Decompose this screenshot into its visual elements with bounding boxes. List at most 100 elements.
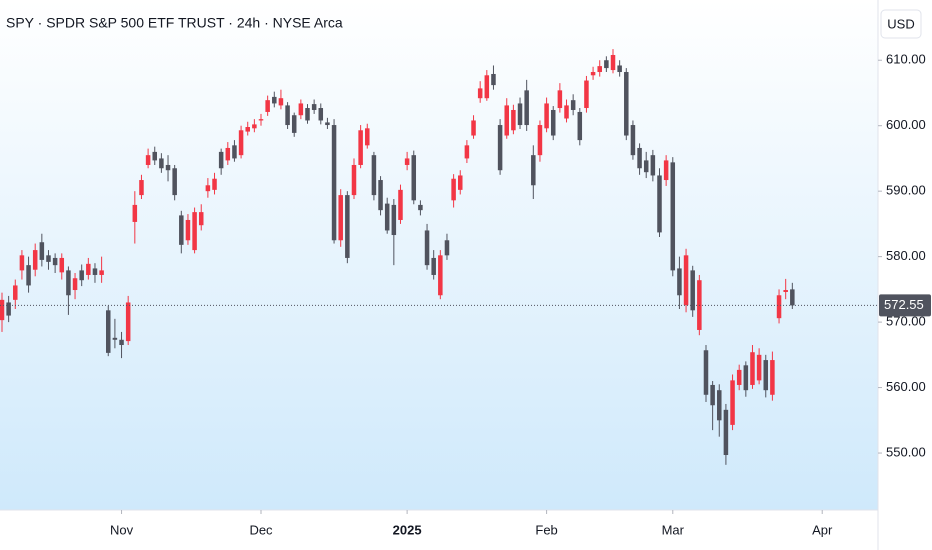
candle-body <box>557 90 563 109</box>
candle-body <box>391 204 397 236</box>
candle-body <box>245 127 250 132</box>
y-tick-label: 570.00 <box>886 314 926 329</box>
candle-body <box>537 125 543 156</box>
candle-body <box>125 302 131 342</box>
candle-body <box>730 380 735 425</box>
candle-body <box>159 158 164 169</box>
chart-title: SPY · SPDR S&P 500 ETF TRUST · 24h · NYS… <box>6 15 343 31</box>
candle-body <box>717 390 722 421</box>
candle-body <box>32 250 38 270</box>
candle-body <box>212 178 217 190</box>
candle-body <box>238 130 244 156</box>
candle-body <box>92 268 98 275</box>
candle-body <box>663 160 669 181</box>
candle-body <box>750 352 755 385</box>
candle-body <box>358 130 363 165</box>
candle-body <box>265 100 270 112</box>
currency-box[interactable] <box>880 9 922 39</box>
candle-body <box>783 290 788 292</box>
candle-body <box>637 147 642 169</box>
candle-body <box>790 289 795 306</box>
candle-body <box>484 75 490 99</box>
x-tick-label: 2025 <box>393 522 422 537</box>
candle-body <box>318 108 324 121</box>
candle-body <box>311 104 317 110</box>
candle-body <box>285 105 290 126</box>
candle-body <box>378 180 383 211</box>
plot-background <box>0 0 878 510</box>
candle-body <box>517 103 523 126</box>
candle-body <box>451 178 456 201</box>
candle-body <box>305 108 310 121</box>
candle-body <box>624 72 629 136</box>
candle-body <box>185 219 191 241</box>
candle-body <box>325 122 330 126</box>
y-tick-label: 610.00 <box>886 52 926 67</box>
candle-body <box>511 109 516 131</box>
candle-body <box>179 215 184 245</box>
candle-body <box>431 257 436 275</box>
candle-body <box>345 195 350 258</box>
candle-body <box>39 242 45 260</box>
x-tick-label: Apr <box>812 522 833 537</box>
candle-body <box>59 257 65 273</box>
candle-body <box>371 155 377 196</box>
candle-body <box>205 185 211 192</box>
time-axis-panel <box>0 510 878 550</box>
candle-body <box>192 212 197 251</box>
candle-body <box>152 151 158 161</box>
candle-body <box>677 268 682 296</box>
candle-body <box>19 255 25 271</box>
candle-body <box>643 160 649 173</box>
candle-body <box>99 270 104 275</box>
currency: USD <box>887 16 914 31</box>
candle-body <box>86 263 91 275</box>
x-tick-label: Mar <box>662 522 685 537</box>
candle-body <box>232 145 237 159</box>
candle-body <box>139 180 144 196</box>
candle-body <box>198 212 204 226</box>
candle-body <box>570 100 576 110</box>
candle-body <box>411 155 417 201</box>
candle-body <box>46 255 51 262</box>
candle-body <box>597 66 602 73</box>
candle-body <box>550 109 556 136</box>
candle-body <box>584 80 589 109</box>
candle-body <box>105 310 111 353</box>
candle-body <box>112 337 118 340</box>
candle-body <box>404 158 410 165</box>
candle-body <box>504 105 510 136</box>
candle-body <box>444 240 450 256</box>
candle-body <box>471 120 476 136</box>
candle-body <box>531 155 536 186</box>
candle-body <box>683 255 689 306</box>
candle-body <box>544 103 549 129</box>
candle-body <box>72 278 78 291</box>
candle-body <box>736 369 742 385</box>
candle-body <box>331 125 337 241</box>
candle-body <box>491 73 496 86</box>
candle-body <box>657 175 662 233</box>
candle-body <box>272 96 277 104</box>
candle-body <box>776 295 782 319</box>
y-tick-label: 600.00 <box>886 117 926 132</box>
candle-body <box>145 155 151 165</box>
candle-body <box>258 119 264 121</box>
candle-body <box>610 54 616 71</box>
candle-body <box>338 195 343 241</box>
candle-body <box>418 204 423 211</box>
candle-body <box>670 162 676 271</box>
candle-body <box>384 203 390 231</box>
candle-body <box>457 175 463 190</box>
candle-body <box>756 354 762 381</box>
candle-body <box>590 72 596 76</box>
y-tick-label: 550.00 <box>886 444 926 459</box>
candle-body <box>66 270 71 296</box>
candle-body <box>604 60 609 69</box>
x-tick-label: Dec <box>249 522 273 537</box>
candle-body <box>743 365 749 391</box>
candle-body <box>690 270 695 311</box>
candle-body <box>119 339 124 346</box>
x-tick-label: Nov <box>110 522 134 537</box>
